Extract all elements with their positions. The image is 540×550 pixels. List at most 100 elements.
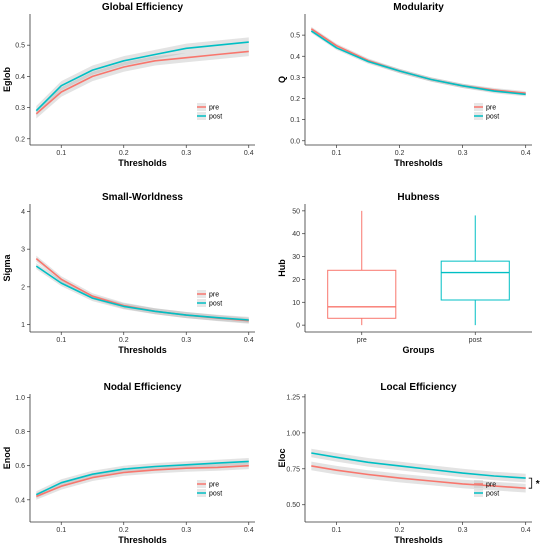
y-axis-label: Q [277,76,287,83]
x-tick-label: pre [357,337,367,344]
y-tick-label: 50 [292,208,300,215]
y-tick-label: 4 [21,209,25,216]
panel-nodal-efficiency: Nodal Efficiency 0.4 0.6 0.8 1.0 Enod Threshol… [2,382,255,545]
chart-title: Small-Worldness [102,192,183,203]
series-line-post [35,265,249,321]
y-axis-label: Sigma [2,254,12,282]
y-tick-label: 0.8 [15,429,25,436]
series-line-post [35,41,249,112]
chart-title: Local Efficiency [380,382,457,393]
significance-bracket [528,477,533,489]
series-line-pre [35,50,249,115]
chart-title: Nodal Efficiency [104,382,182,393]
legend-label-post: post [209,114,222,121]
chart-title: Global Efficiency [102,2,184,13]
y-axis-label: Eglob [2,67,12,92]
panel-hubness: Hubness 0 10 20 30 40 50 Hub Groups pre post [277,192,532,355]
x-tick-label: 0.4 [521,527,531,534]
x-axis-label: Groups [402,345,434,355]
panel-local-efficiency: Local Efficiency 0.50 0.75 1.00 1.25 Eloc Thre… [277,382,540,545]
x-tick-label: 0.1 [332,527,342,534]
box-pre [327,269,397,319]
x-tick-label: 0.2 [119,527,129,534]
series-line-pre [35,464,249,498]
legend-label-post: post [209,491,222,498]
series-line-post [310,30,526,96]
x-tick-label: 0.4 [244,337,254,344]
y-tick-label: 0.3 [15,105,25,112]
y-tick-label: 0.3 [290,75,300,82]
x-axis-label: Thresholds [394,535,443,545]
y-tick-label: 0.4 [15,497,25,504]
x-tick-label: 0.4 [521,150,531,157]
y-tick-label: 10 [292,300,300,307]
confidence-band-post [36,263,249,323]
y-tick-label: 40 [292,231,300,238]
y-tick-label: 0.6 [15,463,25,470]
legend-label-post: post [486,114,499,121]
legend-label-pre: pre [209,482,219,489]
x-tick-label: 0.4 [244,527,254,534]
y-tick-label: 0.1 [290,117,300,124]
significance-marker: * [536,479,540,490]
y-axis-label: Enod [2,447,12,470]
y-tick-label: 1.25 [286,394,300,401]
x-tick-label: 0.2 [119,150,129,157]
y-tick-label: 0.4 [15,74,25,81]
x-tick-label: 0.2 [395,527,405,534]
y-tick-label: 0.4 [290,54,300,61]
x-tick-label: 0.1 [56,150,66,157]
y-tick-label: 0.75 [286,466,300,473]
confidence-band-post [311,28,526,97]
x-tick-label: 0.3 [458,527,468,534]
x-tick-label: 0.1 [332,150,342,157]
y-tick-label: 1 [21,322,25,329]
x-axis-label: Thresholds [118,535,167,545]
box-post [440,260,510,301]
x-axis-label: Thresholds [118,345,167,355]
x-tick-label: 0.3 [181,337,191,344]
y-axis-label: Hub [277,259,287,277]
panel-small-worldness: Small-Worldness 1 2 3 4 Sigma Thresholds 0.1 0.2… [2,192,255,355]
y-tick-label: 0.0 [290,138,300,145]
y-tick-label: 0.2 [15,136,25,143]
confidence-band-pre [36,255,249,324]
y-tick-label: 2 [21,284,25,291]
x-tick-label: 0.3 [458,150,468,157]
series-line-pre [310,28,526,94]
legend-label-post: post [486,491,499,498]
y-tick-label: 1.00 [286,430,300,437]
x-tick-label: 0.1 [56,337,66,344]
x-tick-label: 0.4 [244,150,254,157]
y-tick-label: 30 [292,254,300,261]
y-tick-label: 0.5 [290,33,300,40]
y-axis-label: Eloc [277,448,287,467]
chart-title: Modularity [393,2,444,13]
x-axis-label: Thresholds [394,158,443,168]
x-axis-label: Thresholds [118,158,167,168]
legend-label-pre: pre [486,105,496,112]
series-line-pre [311,465,526,489]
legend-label-post: post [209,301,222,308]
x-tick-label: 0.3 [181,527,191,534]
y-tick-label: 3 [21,247,25,254]
y-tick-label: 0 [296,323,300,330]
y-tick-label: 1.0 [15,395,25,402]
legend-label-pre: pre [486,482,496,489]
legend-label-pre: pre [209,105,219,112]
confidence-band-pre [311,26,526,96]
y-tick-label: 0.2 [290,96,300,103]
x-tick-label: 0.2 [119,337,129,344]
x-tick-label: post [469,337,482,344]
panel-modularity: Modularity0.00.10.20.30.40.5QThresholds0… [277,2,532,168]
y-tick-label: 0.50 [286,502,300,509]
x-tick-label: 0.2 [395,150,405,157]
x-tick-label: 0.1 [56,527,66,534]
series-line-post [311,452,526,479]
legend-label-pre: pre [209,292,219,299]
series-line-post [35,460,249,496]
panel-global-efficiency: Global Efficiency 0.2 0.3 0.4 0.5 Eglob Thresh… [2,2,255,168]
y-tick-label: 0.5 [15,43,25,50]
chart-title: Hubness [397,192,440,203]
